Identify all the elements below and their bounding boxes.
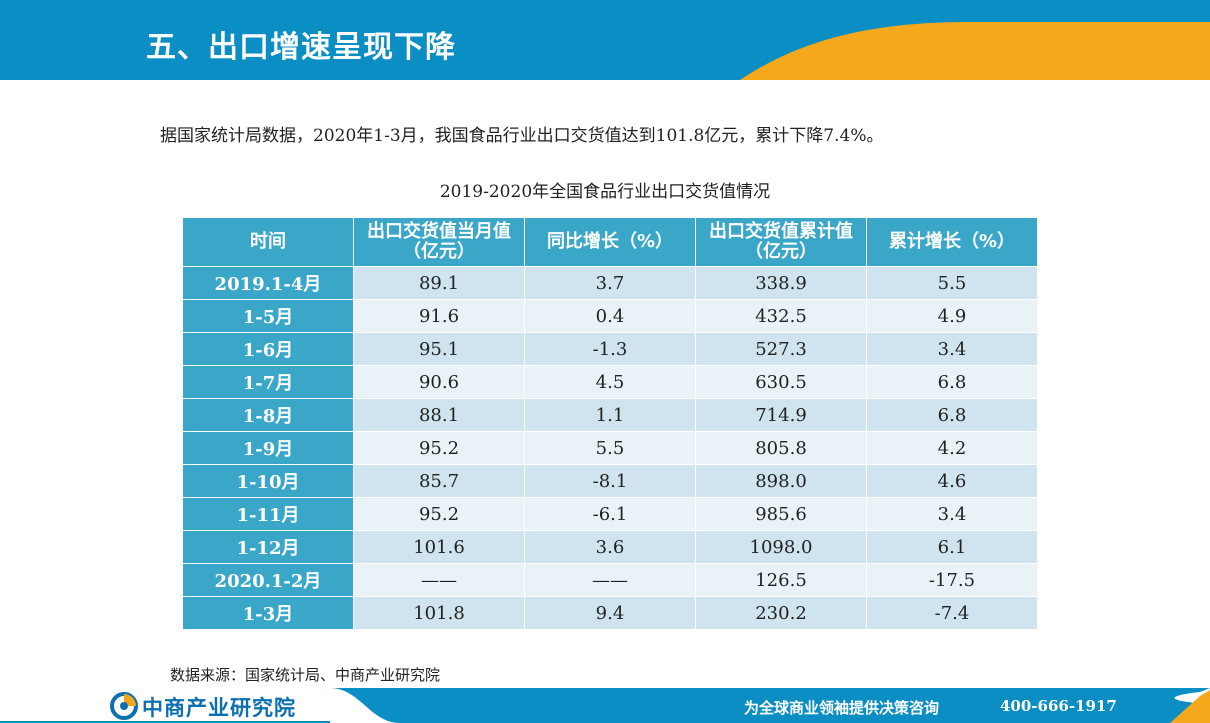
period-cell: 2020.1-2月 [182, 563, 354, 597]
cumulative-value-cell: 126.5 [695, 563, 867, 597]
period-cell: 1-12月 [182, 530, 354, 564]
cumulative-growth-cell: 4.9 [866, 299, 1038, 333]
period-cell: 1-11月 [182, 497, 354, 531]
footer-phone: 400-666-1917 [1000, 697, 1117, 715]
monthly-value-cell: 101.8 [353, 596, 525, 630]
cumulative-growth-cell: 4.2 [866, 431, 1038, 465]
data-source-note: 数据来源：国家统计局、中商产业研究院 [170, 666, 441, 684]
export-value-table: 时间 出口交货值当月值（亿元） 同比增长（%） 出口交货值累计值（亿元） 累计增… [182, 217, 1038, 630]
footer-background [0, 688, 1210, 723]
cumulative-growth-cell: 5.5 [866, 266, 1038, 300]
period-cell: 1-10月 [182, 464, 354, 498]
table-row: 1-11月 95.2 -6.1 985.6 3.4 [182, 497, 1038, 531]
cumulative-value-cell: 338.9 [695, 266, 867, 300]
cumulative-value-cell: 432.5 [695, 299, 867, 333]
column-header-yoy-growth: 同比增长（%） [524, 217, 696, 267]
table-row: 1-5月 91.6 0.4 432.5 4.9 [182, 299, 1038, 333]
table-row: 1-8月 88.1 1.1 714.9 6.8 [182, 398, 1038, 432]
period-cell: 2019.1-4月 [182, 266, 354, 300]
cumulative-growth-cell: 3.4 [866, 497, 1038, 531]
table-row: 1-12月 101.6 3.6 1098.0 6.1 [182, 530, 1038, 564]
period-cell: 1-6月 [182, 332, 354, 366]
intro-text: 据国家统计局数据，2020年1-3月，我国食品行业出口交货值达到101.8亿元，… [160, 126, 884, 146]
monthly-value-cell: 91.6 [353, 299, 525, 333]
cumulative-value-cell: 898.0 [695, 464, 867, 498]
table-row: 1-6月 95.1 -1.3 527.3 3.4 [182, 332, 1038, 366]
cumulative-growth-cell: 6.1 [866, 530, 1038, 564]
monthly-value-cell: 95.2 [353, 497, 525, 531]
column-header-cumulative-growth: 累计增长（%） [866, 217, 1038, 267]
footer-slogan: 为全球商业领袖提供决策咨询 [744, 699, 940, 717]
company-logo-text: 中商产业研究院 [142, 696, 296, 720]
table-row: 1-10月 85.7 -8.1 898.0 4.6 [182, 464, 1038, 498]
monthly-value-cell: —— [353, 563, 525, 597]
yoy-growth-cell: 4.5 [524, 365, 696, 399]
yoy-growth-cell: 1.1 [524, 398, 696, 432]
cumulative-growth-cell: 6.8 [866, 398, 1038, 432]
monthly-value-cell: 85.7 [353, 464, 525, 498]
table-row: 2019.1-4月 89.1 3.7 338.9 5.5 [182, 266, 1038, 300]
cumulative-value-cell: 230.2 [695, 596, 867, 630]
page-title: 五、出口增速呈现下降 [146, 30, 456, 65]
company-logo-icon [110, 692, 138, 720]
cumulative-value-cell: 1098.0 [695, 530, 867, 564]
table-row: 2020.1-2月 —— —— 126.5 -17.5 [182, 563, 1038, 597]
table-row: 1-9月 95.2 5.5 805.8 4.2 [182, 431, 1038, 465]
monthly-value-cell: 89.1 [353, 266, 525, 300]
header-orange-swoosh [740, 22, 1210, 80]
monthly-value-cell: 88.1 [353, 398, 525, 432]
yoy-growth-cell: 5.5 [524, 431, 696, 465]
cumulative-value-cell: 805.8 [695, 431, 867, 465]
cumulative-growth-cell: 4.6 [866, 464, 1038, 498]
period-cell: 1-5月 [182, 299, 354, 333]
table-row: 1-7月 90.6 4.5 630.5 6.8 [182, 365, 1038, 399]
table-header-row: 时间 出口交货值当月值（亿元） 同比增长（%） 出口交货值累计值（亿元） 累计增… [182, 217, 1038, 267]
cumulative-growth-cell: -17.5 [866, 563, 1038, 597]
column-header-cumulative-value: 出口交货值累计值（亿元） [695, 217, 867, 267]
monthly-value-cell: 95.1 [353, 332, 525, 366]
column-header-period: 时间 [182, 217, 354, 267]
yoy-growth-cell: 0.4 [524, 299, 696, 333]
header-bar: 五、出口增速呈现下降 [0, 0, 1210, 80]
period-cell: 1-9月 [182, 431, 354, 465]
cumulative-value-cell: 985.6 [695, 497, 867, 531]
cumulative-value-cell: 630.5 [695, 365, 867, 399]
yoy-growth-cell: 3.6 [524, 530, 696, 564]
period-cell: 1-8月 [182, 398, 354, 432]
monthly-value-cell: 90.6 [353, 365, 525, 399]
footer-bar: 中商产业研究院 为全球商业领袖提供决策咨询 400-666-1917 [0, 688, 1210, 723]
yoy-growth-cell: -1.3 [524, 332, 696, 366]
table-row: 1-3月 101.8 9.4 230.2 -7.4 [182, 596, 1038, 630]
yoy-growth-cell: -8.1 [524, 464, 696, 498]
yoy-growth-cell: —— [524, 563, 696, 597]
period-cell: 1-3月 [182, 596, 354, 630]
cumulative-value-cell: 527.3 [695, 332, 867, 366]
yoy-growth-cell: 9.4 [524, 596, 696, 630]
cumulative-growth-cell: 6.8 [866, 365, 1038, 399]
column-header-monthly-value: 出口交货值当月值（亿元） [353, 217, 525, 267]
cumulative-value-cell: 714.9 [695, 398, 867, 432]
monthly-value-cell: 101.6 [353, 530, 525, 564]
yoy-growth-cell: 3.7 [524, 266, 696, 300]
yoy-growth-cell: -6.1 [524, 497, 696, 531]
cumulative-growth-cell: 3.4 [866, 332, 1038, 366]
table-title: 2019-2020年全国食品行业出口交货值情况 [439, 182, 771, 202]
cumulative-growth-cell: -7.4 [866, 596, 1038, 630]
period-cell: 1-7月 [182, 365, 354, 399]
monthly-value-cell: 95.2 [353, 431, 525, 465]
